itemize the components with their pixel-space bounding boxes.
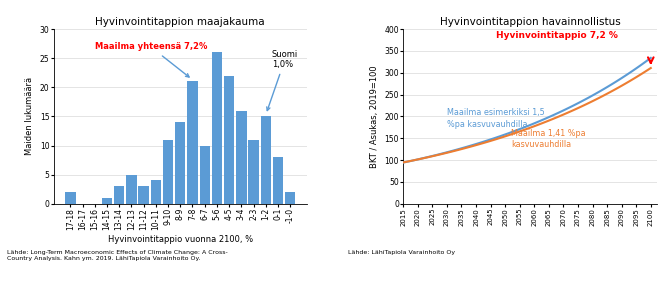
Bar [188,81,198,204]
Bar [200,146,210,204]
Title: Hyvinvointitappion havainnollistus: Hyvinvointitappion havainnollistus [440,17,620,27]
Bar [175,122,186,204]
Title: Hyvinvointitappion maajakauma: Hyvinvointitappion maajakauma [95,17,265,27]
Bar [224,76,234,204]
Text: Lähde: Long-Term Macroeconomic Effects of Climate Change: A Cross-
Country Analy: Lähde: Long-Term Macroeconomic Effects o… [7,250,227,261]
Bar [126,175,137,204]
Text: Maailma yhteensä 7,2%: Maailma yhteensä 7,2% [94,42,207,77]
Text: Maailma 1,41 %pa
kasvuvauhdilla: Maailma 1,41 %pa kasvuvauhdilla [511,129,586,150]
Text: Maailma esimerkiksi 1,5
%pa kasvuvauhdilla: Maailma esimerkiksi 1,5 %pa kasvuvauhdil… [447,108,545,129]
Y-axis label: BKT / Asukas, 2019=100: BKT / Asukas, 2019=100 [370,65,379,168]
Bar [212,52,222,204]
Bar [163,140,174,204]
Bar [273,157,283,204]
Bar [261,116,271,204]
X-axis label: Hyvinvointitappio vuonna 2100, %: Hyvinvointitappio vuonna 2100, % [108,235,253,244]
Bar [102,198,112,204]
Bar [249,140,259,204]
Text: Lähde: LähiTapiola Varainhoito Oy: Lähde: LähiTapiola Varainhoito Oy [348,250,456,255]
Text: Suomi
1,0%: Suomi 1,0% [267,49,298,111]
Bar [65,192,76,204]
Bar [114,186,125,204]
Text: Hyvinvointitappio 7,2 %: Hyvinvointitappio 7,2 % [496,31,618,40]
Bar [151,180,161,204]
Bar [285,192,295,204]
Bar [237,111,247,204]
Bar [139,186,149,204]
Y-axis label: Maiden lukumäärä: Maiden lukumäärä [25,77,34,155]
